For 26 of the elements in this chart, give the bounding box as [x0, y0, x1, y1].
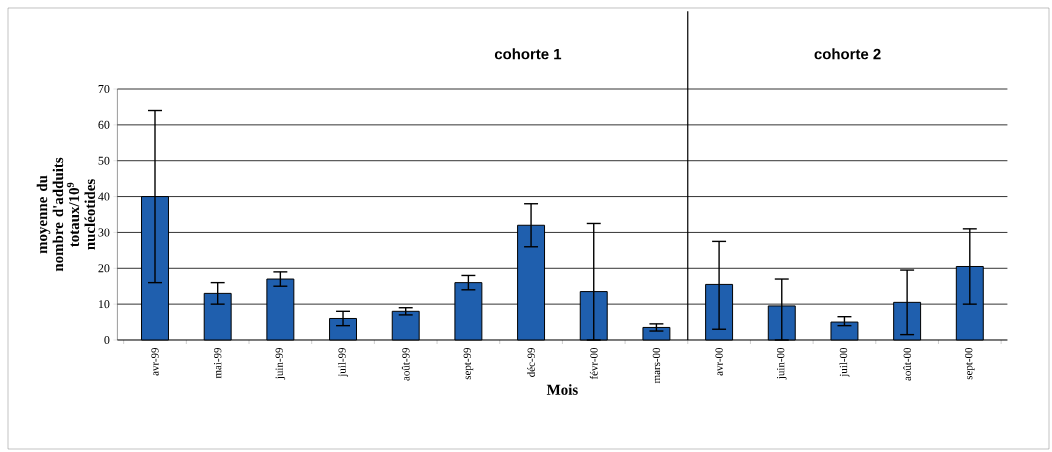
x-tick-label: juin-99: [275, 347, 286, 380]
x-tick-label: févr-00: [589, 347, 598, 380]
x-tick-label: août-99: [401, 347, 410, 381]
y-axis-title: moyenne du nombre d'adduits totaux/10$^{9}$ nucléotides: [36, 157, 96, 272]
x-tick-label: mars-00: [652, 347, 661, 384]
x-tick-label: mai-99: [214, 347, 222, 379]
text: cohorte 2: [814, 48, 881, 60]
x-tick-label: sept-00: [965, 347, 975, 380]
x-tick-label: juil-99: [338, 347, 348, 378]
y-tick-label: 10: [98, 300, 110, 309]
text: cohorte 1: [494, 48, 562, 60]
y-tick-label: 50: [98, 156, 110, 165]
x-tick-label: juil-00: [839, 347, 850, 378]
x-tick-label: avr-00: [715, 347, 723, 376]
x-tick-label: sept-99: [463, 347, 474, 380]
y-tick-label: 0: [104, 335, 110, 345]
x-tick-label: avr-99: [151, 347, 159, 376]
y-tick-label: 20: [98, 264, 110, 273]
y-tick-label: 70: [98, 84, 110, 94]
x-tick-label: juin-00: [776, 347, 787, 380]
x-tick-label: déc-99: [527, 347, 535, 377]
y-tick-label: 40: [98, 192, 110, 201]
x-tick-label: août-00: [903, 347, 911, 381]
y-tick-label: 60: [98, 120, 110, 129]
x-axis-title: Mois: [546, 384, 578, 395]
y-tick-label: 30: [98, 228, 110, 237]
